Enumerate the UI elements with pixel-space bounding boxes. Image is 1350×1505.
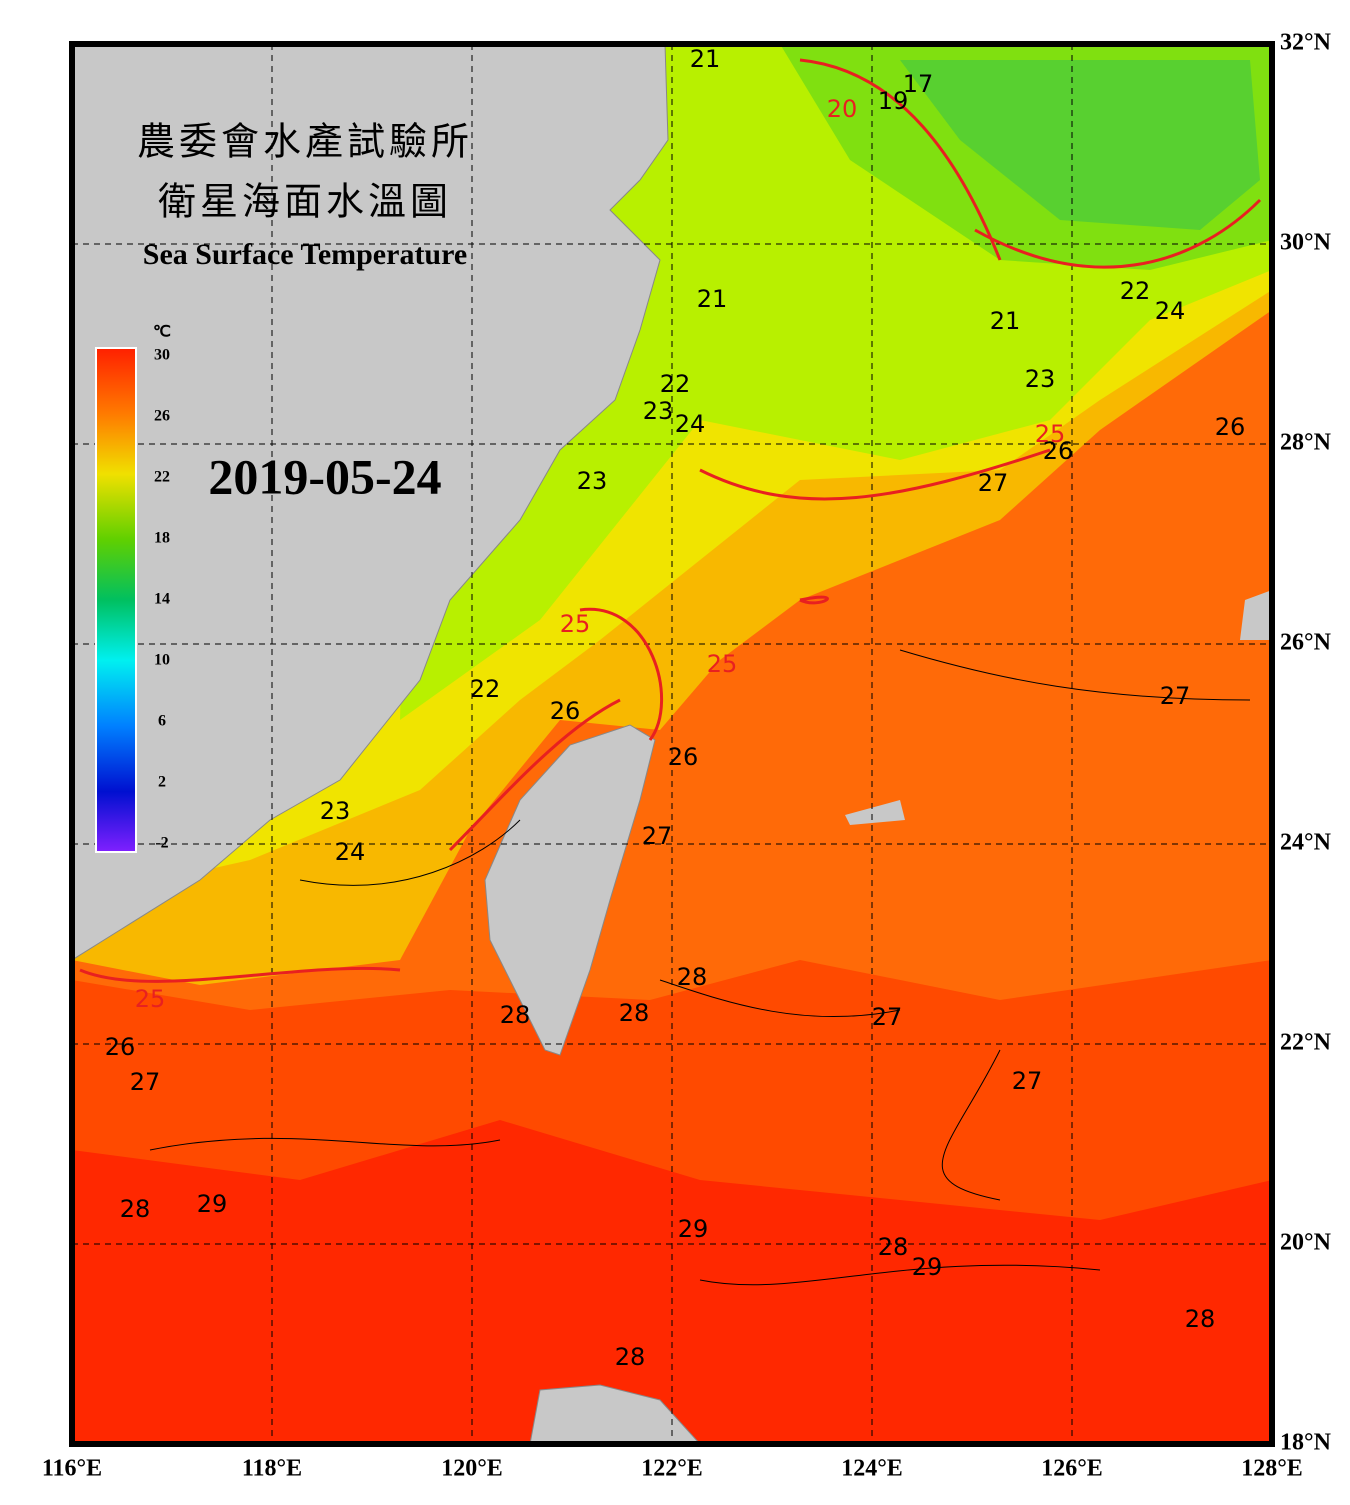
contour-label: 27 [642, 822, 673, 850]
contour-label: 28 [619, 999, 650, 1027]
contour-label: 21 [690, 45, 721, 73]
contour-label: 21 [990, 307, 1021, 335]
contour-label: 28 [677, 963, 708, 991]
graticule [72, 44, 1272, 1444]
colorbar-label: 22 [154, 469, 170, 486]
lat-label: 18°N [1280, 1430, 1332, 1456]
colorbar-label: 18 [154, 530, 170, 547]
lon-label: 118°E [242, 1456, 302, 1482]
colorbar-label: 10 [154, 652, 170, 669]
isotherm-25 [79, 58, 1262, 983]
lon-label: 128°E [1241, 1456, 1303, 1482]
contour-label: 26 [550, 697, 581, 725]
contour-label: 17 [903, 70, 934, 98]
contour-label: 26 [1215, 413, 1246, 441]
lat-label: 28°N [1280, 430, 1332, 456]
contour-label: 27 [1160, 682, 1191, 710]
contour-label: 29 [678, 1215, 709, 1243]
contour-label: 27 [872, 1003, 903, 1031]
lon-label: 116°E [42, 1456, 102, 1482]
contour-label: 28 [120, 1195, 151, 1223]
contour-label: 27 [978, 469, 1009, 497]
contour-label: 22 [660, 370, 691, 398]
contour-label: 25 [560, 610, 591, 638]
contour-label: 28 [500, 1001, 531, 1029]
contour-label: 24 [1155, 297, 1186, 325]
title-en: Sea Surface Temperature [143, 238, 467, 271]
lat-label: 24°N [1280, 830, 1332, 856]
colorbar-label: 2 [158, 774, 166, 791]
title-zh: 農委會水產試驗所 [137, 120, 473, 164]
labels: 30 26 22 18 14 10 6 2 -2 116°E 118°E 120°E 122°E 124°… [42, 30, 1332, 1482]
contour-label: 26 [1043, 437, 1074, 465]
contour-label: 20 [827, 95, 858, 123]
colorbar-label: 14 [154, 591, 170, 608]
contour-label: 25 [1035, 420, 1066, 448]
contour-label: 25 [707, 650, 738, 678]
lon-label: 120°E [441, 1456, 503, 1482]
isotherm [149, 649, 1251, 1286]
contour-label: 26 [668, 743, 699, 771]
contour-label: 23 [643, 397, 674, 425]
contour-label: 24 [335, 838, 366, 866]
contour-label: 29 [197, 1190, 228, 1218]
contour-label: 24 [675, 410, 706, 438]
lat-label: 22°N [1280, 1030, 1332, 1056]
colorbar-label: 30 [154, 347, 170, 364]
contour-label: 21 [697, 285, 728, 313]
contour-label: 26 [105, 1033, 136, 1061]
contour-label: 27 [130, 1068, 161, 1096]
colorbar [95, 347, 137, 853]
contour-label: 23 [320, 797, 351, 825]
lon-label: 126°E [1041, 1456, 1103, 1482]
contour-label: 28 [615, 1343, 646, 1371]
contour-label: 22 [1120, 277, 1151, 305]
date: 2019-05-24 [208, 448, 441, 504]
sst-field [72, 44, 1272, 1444]
colorbar-unit: ℃ [153, 324, 171, 341]
colorbar-label: 6 [158, 713, 166, 730]
lat-label: 32°N [1280, 30, 1332, 56]
lat-label: 26°N [1280, 630, 1332, 656]
contour-label: 28 [1185, 1305, 1216, 1333]
lat-label: 20°N [1280, 1230, 1332, 1256]
contour-label: 25 [135, 985, 166, 1013]
contour-label: 23 [1025, 365, 1056, 393]
contour-label: 22 [470, 675, 501, 703]
lat-label: 30°N [1280, 230, 1332, 256]
contour-label: 29 [912, 1253, 943, 1281]
contour-label: 27 [1012, 1067, 1043, 1095]
contour-label: 19 [878, 87, 909, 115]
map-frame [69, 41, 1275, 1447]
contour-label: 28 [878, 1233, 909, 1261]
lon-label: 124°E [841, 1456, 903, 1482]
title-zh: 衛星海面水溫圖 [158, 180, 452, 224]
contour-label: 23 [577, 467, 608, 495]
lon-label: 122°E [641, 1456, 703, 1482]
colorbar-label: -2 [155, 835, 168, 852]
colorbar-label: 26 [154, 408, 170, 425]
